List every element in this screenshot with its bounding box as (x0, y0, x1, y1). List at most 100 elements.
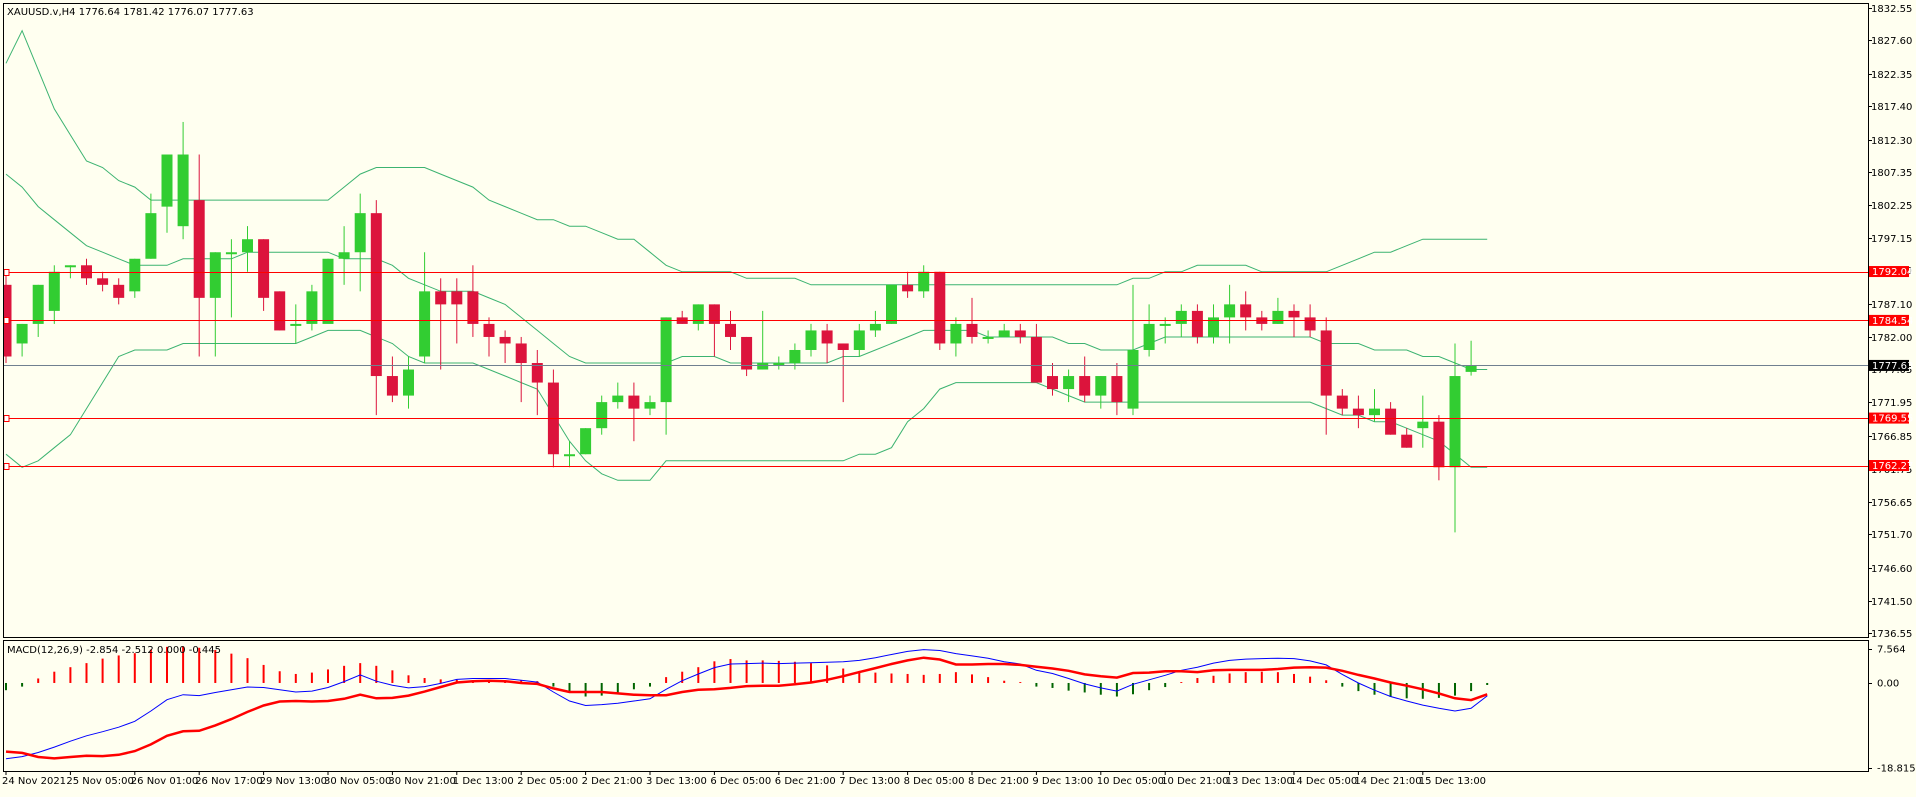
candle-body-17 (274, 291, 286, 331)
level-marker-3[interactable] (3, 463, 10, 470)
candle-body-6 (97, 278, 109, 285)
candle-body-22 (354, 213, 366, 253)
price-axis-label-15: 1756.65 (1871, 498, 1912, 509)
candle-body-60 (966, 323, 978, 337)
current-price-tag-text: 1777.63 (1872, 361, 1913, 372)
candle-body-45 (725, 323, 736, 337)
level-marker-2[interactable] (3, 415, 10, 422)
candle-body-25 (403, 369, 414, 396)
candle-body-46 (741, 336, 753, 370)
candle-body-69 (1111, 376, 1123, 403)
candle-body-65 (1047, 376, 1058, 390)
level-price-tag-text-3: 1762.27 (1872, 461, 1913, 472)
candle-body-5 (81, 265, 92, 279)
candle-body-4 (64, 265, 76, 268)
candle-body-3 (48, 271, 60, 311)
candle-body-41 (660, 317, 672, 403)
price-axis-label-2: 1822.35 (1871, 70, 1912, 81)
candle-body-49 (789, 349, 801, 364)
time-axis-label-19: 13 Dec 13:00 (1226, 776, 1293, 787)
candle-body-23 (370, 213, 382, 377)
candle-body-68 (1095, 376, 1107, 396)
candle-body-1 (16, 323, 28, 344)
candle-body-91 (1465, 365, 1477, 372)
candle-body-90 (1449, 376, 1461, 468)
price-axis-label-4: 1812.30 (1871, 136, 1912, 147)
price-axis-label-3: 1817.40 (1871, 102, 1912, 113)
time-axis-label-18: 10 Dec 21:00 (1161, 776, 1228, 787)
candle-body-75 (1208, 317, 1219, 337)
time-axis-label-1: 25 Nov 05:00 (66, 776, 133, 787)
candle-body-85 (1369, 408, 1380, 416)
candle-body-7 (113, 284, 125, 298)
candle-body-10 (161, 154, 173, 207)
candle-body-77 (1240, 304, 1252, 318)
candle-body-61 (982, 336, 994, 339)
level-price-tag-text-2: 1769.55 (1872, 414, 1913, 425)
bollinger-upper-line (5, 29, 1488, 286)
time-axis-label-3: 26 Nov 17:00 (195, 776, 262, 787)
candle-body-37 (596, 402, 608, 429)
candle-body-66 (1063, 376, 1075, 390)
candle-body-53 (853, 330, 865, 350)
candle-body-86 (1385, 408, 1397, 435)
candle-body-62 (998, 330, 1010, 337)
time-axis-label-9: 2 Dec 21:00 (582, 776, 643, 787)
candle-body-12 (193, 200, 205, 298)
price-axis-label-1: 1827.60 (1871, 36, 1912, 47)
macd-axis-label-2: -18.815 (1877, 763, 1916, 774)
time-axis-label-15: 8 Dec 21:00 (968, 776, 1029, 787)
candle-body-18 (290, 323, 302, 326)
candle-body-83 (1336, 395, 1348, 409)
candle-body-63 (1014, 330, 1026, 337)
candle-body-31 (499, 336, 511, 344)
candle-body-80 (1288, 310, 1300, 318)
candle-body-76 (1224, 304, 1236, 318)
candle-body-32 (515, 343, 527, 364)
price-axis-label-10: 1782.00 (1871, 333, 1912, 344)
price-axis-label-9: 1787.10 (1871, 300, 1912, 311)
macd-info-label: MACD(12,26,9) -2.854 -2.512 0.000 -0.445 (7, 645, 221, 656)
time-axis-label-4: 29 Nov 13:00 (260, 776, 327, 787)
macd-panel-plot (5, 646, 1489, 760)
candle-body-24 (386, 376, 398, 396)
macd-signal-line (5, 656, 1488, 760)
level-price-tag-text-0: 1792.04 (1872, 267, 1913, 278)
level-price-tag-1 (1869, 314, 1909, 326)
candle-body-54 (869, 323, 881, 331)
candle-body-44 (708, 304, 720, 324)
time-axis-label-6: 30 Nov 21:00 (388, 776, 455, 787)
candle-body-30 (483, 323, 495, 337)
time-axis-label-22: 15 Dec 13:00 (1419, 776, 1486, 787)
candle-body-74 (1191, 310, 1203, 337)
symbol-info-label: XAUUSD.v,H4 1776.64 1781.42 1776.07 1777… (7, 7, 254, 18)
candle-body-8 (129, 258, 141, 292)
candle-body-72 (1159, 323, 1171, 326)
candle-body-33 (531, 363, 543, 383)
candle-body-14 (225, 252, 237, 255)
candle-body-88 (1417, 421, 1429, 429)
candle-body-26 (419, 291, 431, 357)
macd-panel-frame (3, 640, 1869, 772)
level-marker-1[interactable] (3, 317, 10, 324)
level-marker-0[interactable] (3, 269, 10, 276)
candle-body-43 (692, 304, 704, 324)
candle-body-58 (934, 271, 946, 344)
time-axis-label-16: 9 Dec 13:00 (1032, 776, 1093, 787)
candle-body-59 (950, 323, 962, 344)
candle-body-28 (451, 291, 463, 305)
price-axis-label-7: 1797.15 (1871, 234, 1912, 245)
candle-body-21 (338, 252, 350, 259)
candle-body-11 (177, 154, 189, 227)
macd-axis-label-0: 7.564 (1877, 644, 1906, 655)
price-panel-frame (3, 3, 1869, 638)
time-axis-label-10: 3 Dec 13:00 (646, 776, 707, 787)
price-axis-label-18: 1741.50 (1871, 597, 1912, 608)
candle-body-87 (1401, 434, 1413, 448)
candle-body-51 (821, 330, 833, 344)
candle-body-27 (435, 291, 447, 305)
time-axis-label-14: 8 Dec 05:00 (904, 776, 965, 787)
